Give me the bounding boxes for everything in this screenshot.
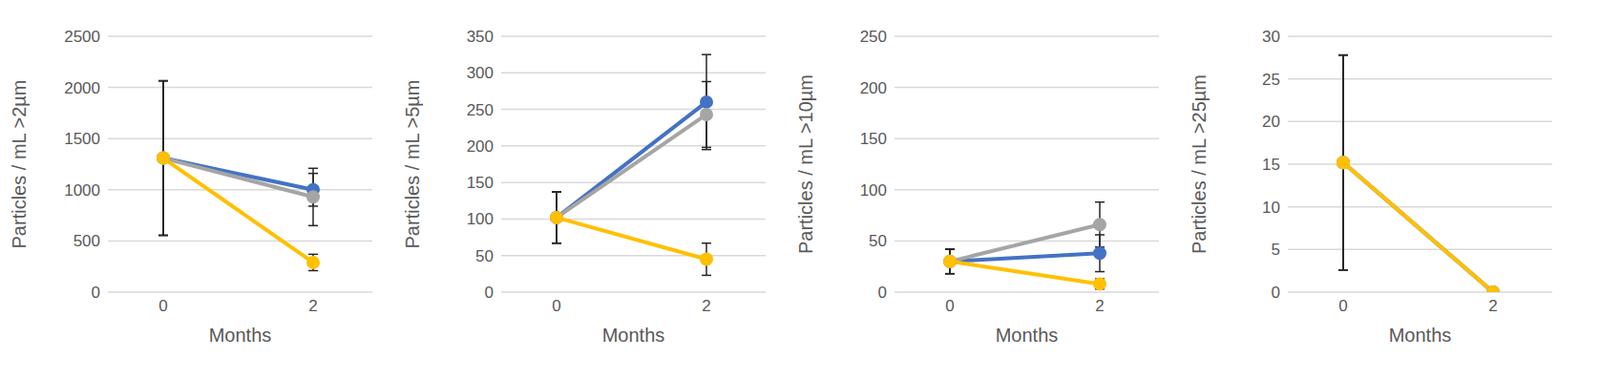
svg-text:200: 200: [466, 137, 494, 156]
svg-text:0: 0: [158, 296, 168, 316]
svg-text:20: 20: [1262, 112, 1281, 131]
svg-text:Particles / mL >2µm: Particles / mL >2µm: [8, 80, 30, 250]
svg-text:100: 100: [860, 181, 887, 200]
svg-text:200: 200: [860, 79, 887, 98]
svg-text:250: 250: [860, 27, 887, 46]
svg-text:1500: 1500: [63, 129, 101, 148]
svg-text:Particles / mL >10µm: Particles / mL >10µm: [795, 74, 817, 254]
svg-text:50: 50: [868, 231, 887, 251]
svg-text:30: 30: [1262, 27, 1281, 46]
svg-text:250: 250: [466, 101, 494, 120]
svg-text:150: 150: [860, 129, 887, 148]
svg-text:0: 0: [1338, 296, 1348, 316]
svg-text:300: 300: [466, 63, 494, 83]
svg-text:10: 10: [1262, 198, 1281, 217]
svg-text:2: 2: [701, 296, 711, 316]
svg-text:0: 0: [551, 296, 561, 316]
svg-text:50: 50: [475, 247, 494, 266]
svg-text:0: 0: [1271, 283, 1281, 302]
svg-text:0: 0: [878, 283, 887, 302]
svg-text:Months: Months: [602, 324, 666, 346]
svg-text:2500: 2500: [63, 27, 101, 46]
svg-text:Particles / mL >5µm: Particles / mL >5µm: [401, 80, 423, 250]
svg-text:150: 150: [466, 173, 494, 192]
svg-text:5: 5: [1271, 240, 1281, 259]
svg-text:0: 0: [91, 283, 101, 302]
svg-text:2: 2: [1488, 296, 1497, 316]
svg-text:2000: 2000: [63, 79, 101, 98]
svg-text:Months: Months: [1389, 324, 1453, 346]
svg-text:1000: 1000: [63, 181, 101, 200]
svg-text:2: 2: [1094, 296, 1104, 316]
svg-text:0: 0: [945, 296, 954, 316]
svg-text:0: 0: [484, 283, 494, 302]
svg-text:Months: Months: [209, 324, 273, 346]
svg-text:Particles / mL >25µm: Particles / mL >25µm: [1188, 74, 1210, 254]
svg-text:2: 2: [308, 296, 317, 316]
svg-text:100: 100: [466, 210, 494, 229]
svg-text:Months: Months: [995, 324, 1059, 346]
svg-text:15: 15: [1262, 155, 1281, 174]
svg-text:350: 350: [466, 27, 494, 46]
svg-text:500: 500: [73, 231, 101, 251]
svg-text:25: 25: [1262, 70, 1281, 89]
